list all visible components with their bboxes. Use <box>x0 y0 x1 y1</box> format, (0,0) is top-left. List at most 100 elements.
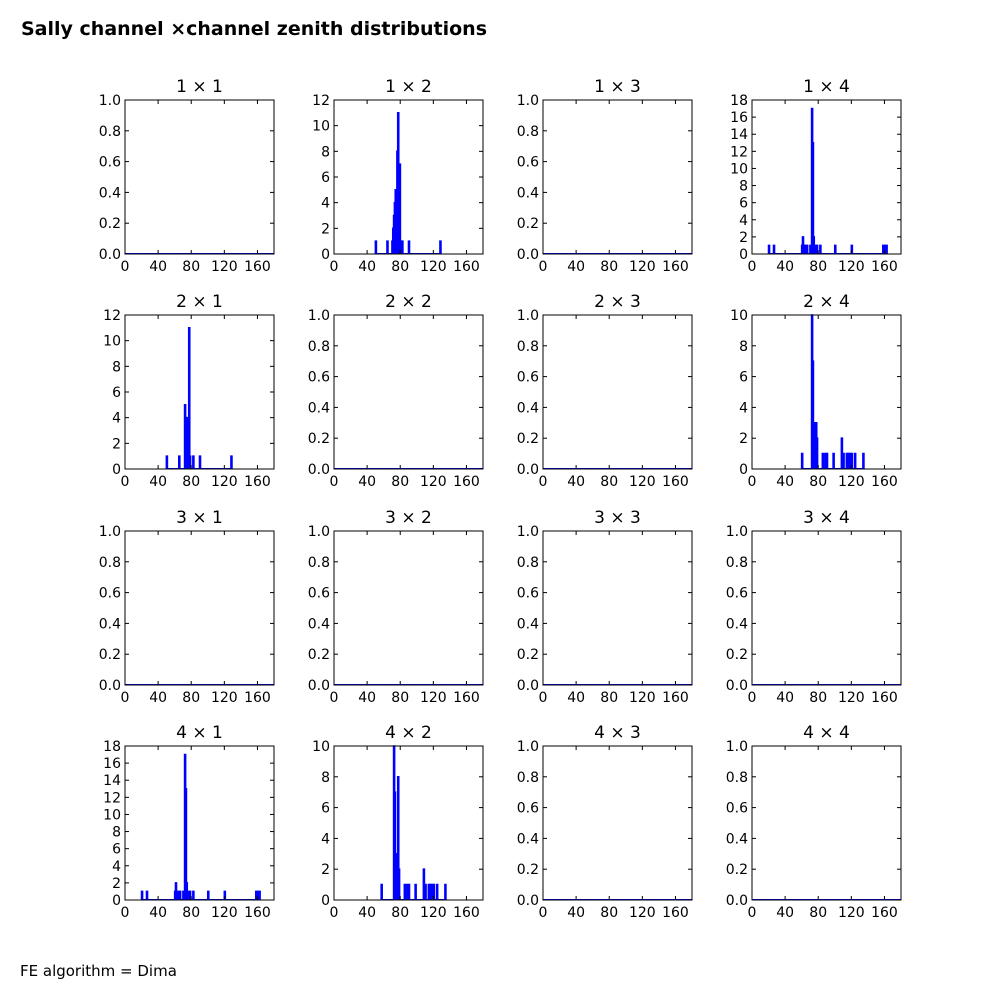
histogram-bar <box>184 787 188 900</box>
x-tick-label: 40 <box>776 905 794 921</box>
y-tick-label: 0.2 <box>726 862 748 878</box>
x-tick-label: 120 <box>629 474 656 490</box>
x-tick-label: 80 <box>182 905 200 921</box>
histogram-bar <box>812 236 816 254</box>
x-tick-label: 40 <box>149 690 167 706</box>
histogram-bar <box>811 141 815 254</box>
x-tick-label: 160 <box>871 905 898 921</box>
y-tick-label: 0.8 <box>726 555 748 571</box>
x-tick-label: 80 <box>600 690 618 706</box>
subplot-title: 4 × 2 <box>385 723 432 743</box>
x-tick-label: 120 <box>211 259 238 275</box>
y-tick-label: 8 <box>112 359 121 375</box>
y-tick-label: 0.4 <box>99 185 121 201</box>
y-tick-label: 10 <box>312 119 330 135</box>
subplot-4x3: 4 × 3 0 40 80 120 160 0.0 0.2 0.4 0.6 0.8 1.0 <box>517 723 693 921</box>
x-tick-label: 40 <box>358 690 376 706</box>
x-tick-label: 0 <box>121 905 130 921</box>
y-tick-label: 0.8 <box>726 770 748 786</box>
histogram-bar <box>165 455 169 469</box>
histogram-bar <box>429 883 432 900</box>
y-tick-label: 1.0 <box>99 93 121 109</box>
histogram-bar <box>198 455 202 469</box>
subplot-title: 2 × 1 <box>176 292 223 312</box>
y-tick-label: 0.8 <box>517 555 539 571</box>
y-tick-label: 8 <box>321 144 330 160</box>
histogram-bar <box>398 163 402 254</box>
histogram-bar <box>800 452 804 469</box>
x-tick-label: 80 <box>600 474 618 490</box>
y-tick-label: 14 <box>103 773 121 789</box>
subplot-2x4: 2 × 4 0 40 80 120 160 0 2 4 6 8 10 <box>730 292 902 490</box>
y-tick-label: 0.4 <box>726 831 748 847</box>
subplot-3x4: 3 × 4 0 40 80 120 160 0.0 0.2 0.4 0.6 0.8 1.0 <box>726 508 902 706</box>
y-tick-label: 6 <box>739 196 748 212</box>
subplot-title: 3 × 2 <box>385 508 432 528</box>
axes-frame <box>333 530 484 686</box>
x-tick-label: 80 <box>182 690 200 706</box>
y-tick-label: 0.4 <box>99 616 121 632</box>
y-tick-label: 12 <box>103 308 121 324</box>
subplot-3x1: 3 × 1 0 40 80 120 160 0.0 0.2 0.4 0.6 0.8 1.0 <box>99 508 275 706</box>
histogram-bar <box>188 890 192 900</box>
y-tick-label: 1.0 <box>517 93 539 109</box>
axes-frame <box>124 530 275 686</box>
y-tick-label: 8 <box>739 339 748 355</box>
histogram-bar <box>140 890 144 900</box>
y-tick-label: 0.2 <box>99 647 121 663</box>
axes-frame <box>124 99 275 255</box>
y-tick-label: 0 <box>739 247 748 263</box>
subplot-title: 4 × 1 <box>176 723 223 743</box>
axes-frame <box>124 314 275 470</box>
y-tick-label: 0.2 <box>726 647 748 663</box>
x-tick-label: 0 <box>748 690 757 706</box>
y-tick-label: 0.4 <box>308 400 330 416</box>
y-tick-label: 10 <box>103 334 121 350</box>
y-tick-label: 0.0 <box>726 678 748 694</box>
histogram-bar <box>850 244 854 254</box>
subplot-1x2: 1 × 2 0 40 80 120 160 0 2 4 6 8 10 12 <box>312 77 484 275</box>
x-tick-label: 0 <box>539 474 548 490</box>
y-tick-label: 1.0 <box>517 524 539 540</box>
y-tick-label: 1.0 <box>308 524 330 540</box>
y-tick-label: 16 <box>103 756 121 772</box>
histogram-bar <box>824 452 827 469</box>
x-tick-label: 0 <box>330 259 339 275</box>
y-tick-label: 10 <box>730 161 748 177</box>
y-tick-label: 0.0 <box>99 247 121 263</box>
y-tick-label: 0.2 <box>517 216 539 232</box>
subplot-title: 1 × 1 <box>176 77 223 97</box>
histogram-bar <box>850 452 854 469</box>
x-tick-label: 160 <box>662 905 689 921</box>
histogram-bar <box>840 437 844 469</box>
subplot-title: 3 × 1 <box>176 508 223 528</box>
y-tick-label: 6 <box>321 170 330 186</box>
y-tick-label: 0.4 <box>726 616 748 632</box>
x-tick-label: 120 <box>629 905 656 921</box>
subplot-title: 3 × 3 <box>594 508 641 528</box>
x-tick-label: 120 <box>838 474 865 490</box>
y-tick-label: 0.2 <box>517 431 539 447</box>
histogram-bar <box>187 327 191 469</box>
axes-frame <box>333 314 484 470</box>
y-tick-label: 1.0 <box>726 524 748 540</box>
axes-frame <box>542 99 693 255</box>
x-tick-label: 40 <box>567 905 585 921</box>
histogram-bar <box>815 244 819 254</box>
y-tick-label: 18 <box>730 93 748 109</box>
y-tick-label: 8 <box>321 770 330 786</box>
x-tick-label: 0 <box>121 690 130 706</box>
x-tick-label: 40 <box>149 905 167 921</box>
histogram-bar <box>396 776 400 900</box>
x-tick-label: 120 <box>629 690 656 706</box>
histogram-bar <box>254 890 258 900</box>
y-tick-label: 0 <box>321 247 330 263</box>
histogram-bar <box>432 883 436 900</box>
histogram-bar <box>223 890 227 900</box>
y-tick-label: 0.6 <box>308 370 330 386</box>
axes-frame <box>333 745 484 901</box>
x-tick-label: 80 <box>182 474 200 490</box>
y-tick-label: 0.2 <box>517 647 539 663</box>
y-tick-label: 0.4 <box>517 400 539 416</box>
x-tick-label: 160 <box>244 259 271 275</box>
